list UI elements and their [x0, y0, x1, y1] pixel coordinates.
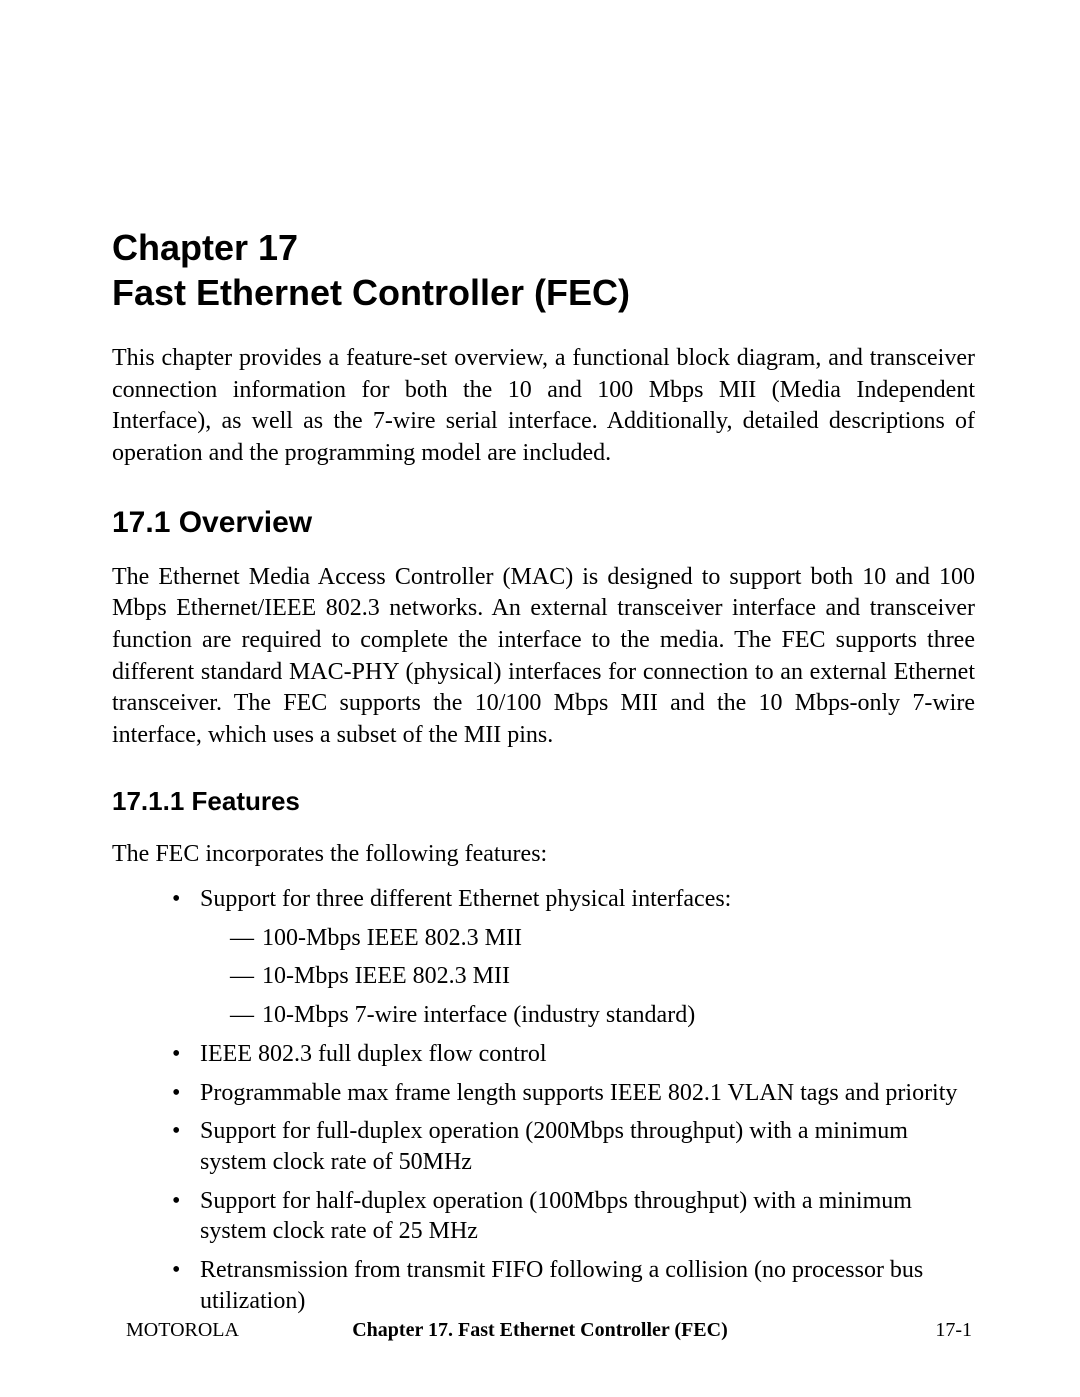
list-item-text: Support for three different Ethernet phy… — [200, 886, 731, 912]
chapter-heading: Chapter 17 Fast Ethernet Controller (FEC… — [112, 225, 975, 315]
list-item: Support for half-duplex operation (100Mb… — [172, 1186, 975, 1247]
chapter-number: Chapter 17 — [112, 227, 298, 268]
features-lead: The FEC incorporates the following featu… — [112, 839, 975, 870]
list-subitem: 10-Mbps IEEE 802.3 MII — [230, 961, 975, 992]
section-heading-overview: 17.1 Overview — [112, 506, 975, 540]
list-subitem: 100-Mbps IEEE 802.3 MII — [230, 923, 975, 954]
features-sublist: 100-Mbps IEEE 802.3 MII 10-Mbps IEEE 802… — [200, 923, 975, 1031]
list-item: Programmable max frame length supports I… — [172, 1078, 975, 1109]
chapter-intro-paragraph: This chapter provides a feature-set over… — [112, 343, 975, 470]
page-content: Chapter 17 Fast Ethernet Controller (FEC… — [0, 0, 1080, 1317]
list-item: Support for full-duplex operation (200Mb… — [172, 1116, 975, 1177]
page-footer: MOTOROLA Chapter 17. Fast Ethernet Contr… — [0, 1319, 1080, 1342]
list-item: IEEE 802.3 full duplex flow control — [172, 1039, 975, 1070]
footer-page-number: 17-1 — [935, 1319, 972, 1342]
chapter-title: Fast Ethernet Controller (FEC) — [112, 272, 630, 313]
list-item: Support for three different Ethernet phy… — [172, 884, 975, 1031]
features-list: Support for three different Ethernet phy… — [112, 884, 975, 1317]
footer-company: MOTOROLA — [126, 1319, 239, 1342]
subsection-heading-features: 17.1.1 Features — [112, 786, 975, 817]
overview-paragraph: The Ethernet Media Access Controller (MA… — [112, 562, 975, 752]
list-item: Retransmission from transmit FIFO follow… — [172, 1255, 975, 1316]
footer-chapter-title: Chapter 17. Fast Ethernet Controller (FE… — [352, 1319, 728, 1342]
list-subitem: 10-Mbps 7-wire interface (industry stand… — [230, 1000, 975, 1031]
